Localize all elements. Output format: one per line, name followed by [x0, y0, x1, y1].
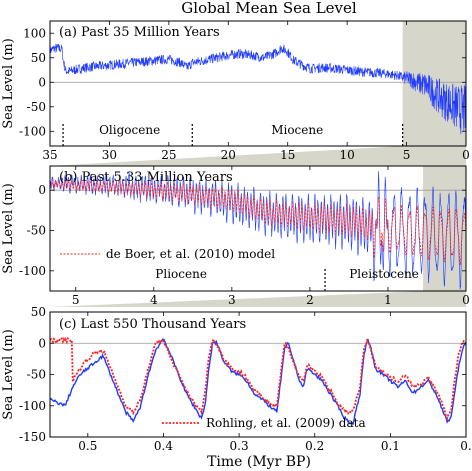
x-tick-label: 20	[221, 148, 236, 162]
x-tick-label: 2	[306, 293, 314, 307]
x-axis-label: Time (Myr BP)	[207, 454, 311, 470]
panel-title: (b) Past 5.33 Million Years	[59, 170, 233, 185]
y-tick-label: -50	[27, 368, 46, 382]
panel-c: 0.5 0.4 0.3 0.2 0.1 0. 50 0 -50 -100 -150 (c) Last …	[1, 305, 472, 453]
x-tick-label: 0.	[460, 439, 471, 453]
epoch-label: Pliocene	[155, 267, 207, 281]
x-tick-label: 5	[72, 293, 80, 307]
x-tick-label: 0	[462, 148, 470, 162]
x-tick-label: 15	[280, 148, 295, 162]
y-tick-label: 100	[23, 26, 46, 40]
plot-area	[50, 336, 466, 426]
model-series-line	[50, 336, 466, 422]
legend-label: Rohling, et al. (2009) data	[206, 416, 366, 430]
x-tick-label: 3	[228, 293, 236, 307]
y-tick-label: 50	[31, 51, 46, 65]
epoch-label: Oligocene	[99, 123, 160, 137]
x-tick-label: 0.1	[381, 439, 400, 453]
plot-area	[50, 43, 466, 135]
y-tick-label: -50	[27, 224, 46, 238]
panel-title: (c) Last 550 Thousand Years	[59, 317, 246, 332]
model-series-line	[50, 178, 466, 267]
y-tick-label: 0	[38, 75, 46, 89]
epoch-label: Pleistocene	[349, 267, 419, 281]
zoom-connector-ab	[50, 146, 466, 166]
x-tick-label: 10	[340, 148, 355, 162]
y-axis-label: Sea Level (m)	[1, 329, 16, 420]
x-tick-label: 5	[403, 148, 411, 162]
panel-title: (a) Past 35 Million Years	[59, 25, 220, 40]
data-series-line	[50, 43, 466, 135]
axes-frame	[49, 20, 467, 147]
y-tick-label: 50	[31, 305, 46, 319]
x-tick-label: 35	[42, 148, 57, 162]
y-tick-label: -50	[27, 100, 46, 114]
y-tick-label: 0	[38, 183, 46, 197]
x-tick-label: 0.2	[305, 439, 324, 453]
y-axis-label: Sea Level (m)	[1, 183, 16, 274]
x-tick-label: 0.3	[230, 439, 249, 453]
figure-title: Global Mean Sea Level	[181, 0, 357, 17]
x-tick-label: 1	[384, 293, 392, 307]
epoch-label: Miocene	[271, 123, 323, 137]
x-tick-label: 4	[150, 293, 158, 307]
legend-label: de Boer, et al. (2010) model	[106, 247, 275, 261]
x-tick-label: 0	[462, 293, 470, 307]
y-tick-label: -100	[19, 264, 46, 278]
y-tick-label: 0	[38, 336, 46, 350]
zoom-connector-bc	[50, 291, 466, 307]
highlight-band	[423, 166, 466, 291]
x-tick-label: 25	[161, 148, 176, 162]
x-tick-label: 30	[102, 148, 117, 162]
panel-b: 5 4 3 2 1 0 0 -50 -100 (b) Past 5.33 Million Year…	[1, 165, 470, 307]
y-tick-label: -100	[19, 399, 46, 413]
y-axis-label: Sea Level (m)	[1, 38, 16, 129]
axes-frame	[49, 165, 467, 292]
data-series-line	[50, 338, 466, 426]
plot-area	[50, 171, 466, 290]
y-tick-label: -100	[19, 124, 46, 138]
y-tick-label: -150	[19, 430, 46, 444]
x-tick-label: 0.5	[78, 439, 97, 453]
x-tick-label: 0.4	[154, 439, 173, 453]
